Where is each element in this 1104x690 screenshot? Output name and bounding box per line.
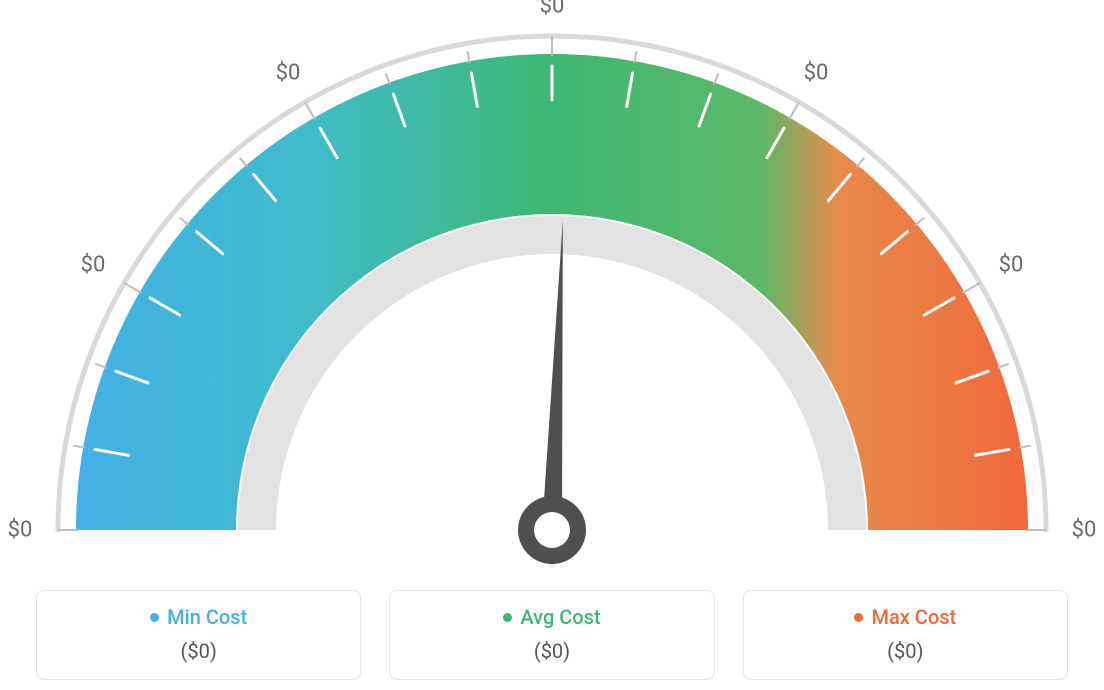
legend-row: Min Cost ($0) Avg Cost ($0) Max Cost ($0… <box>36 590 1068 680</box>
gauge-tick-label: $0 <box>540 0 565 19</box>
gauge-tick-label: $0 <box>81 253 106 278</box>
legend-title-min: Min Cost <box>150 605 247 629</box>
legend-dot-max <box>854 613 863 622</box>
legend-value-min: ($0) <box>47 639 350 663</box>
legend-dot-min <box>150 613 159 622</box>
legend-value-max: ($0) <box>754 639 1057 663</box>
gauge-tick-label: $0 <box>8 518 33 543</box>
legend-title-avg: Avg Cost <box>503 605 600 629</box>
gauge-tick-label: $0 <box>276 60 301 85</box>
legend-label-max: Max Cost <box>871 605 956 629</box>
legend-dot-avg <box>503 613 512 622</box>
legend-title-max: Max Cost <box>854 605 956 629</box>
legend-card-avg: Avg Cost ($0) <box>389 590 714 680</box>
gauge-chart-container: $0 $0 $0 $0 $0 $0 $0 Min Cost ($0) Avg Cost ($… <box>0 0 1104 690</box>
legend-value-avg: ($0) <box>400 639 703 663</box>
gauge-tick-label: $0 <box>1072 518 1097 543</box>
legend-card-max: Max Cost ($0) <box>743 590 1068 680</box>
gauge-area: $0 $0 $0 $0 $0 $0 $0 <box>0 0 1104 560</box>
gauge-svg <box>0 0 1104 580</box>
legend-label-min: Min Cost <box>167 605 247 629</box>
legend-label-avg: Avg Cost <box>520 605 600 629</box>
gauge-tick-label: $0 <box>804 60 829 85</box>
gauge-tick-label: $0 <box>999 253 1024 278</box>
legend-card-min: Min Cost ($0) <box>36 590 361 680</box>
